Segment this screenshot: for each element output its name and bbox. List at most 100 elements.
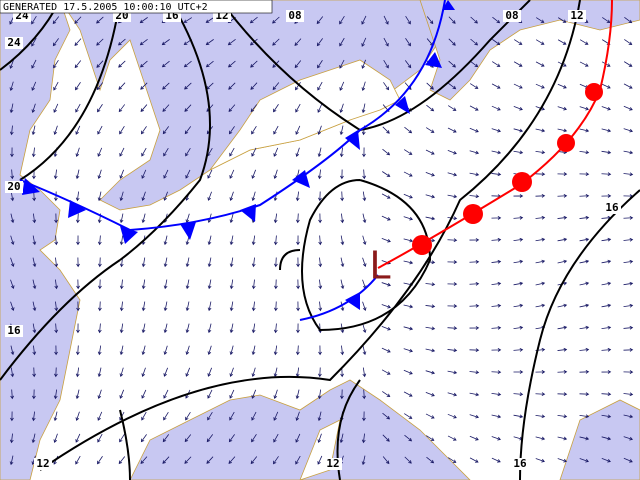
wind-arrow xyxy=(273,147,279,157)
isobar-label: 16 xyxy=(7,324,21,337)
wind-arrow xyxy=(381,325,391,331)
wind-arrow xyxy=(52,38,59,47)
wind-arrow xyxy=(249,16,258,24)
wind-arrow xyxy=(362,367,367,378)
wind-arrow xyxy=(513,237,524,242)
wind-arrow xyxy=(295,345,300,356)
wind-arrow xyxy=(491,414,502,419)
wind-arrow xyxy=(362,169,367,180)
wind-arrow xyxy=(185,345,190,356)
wind-arrow xyxy=(185,411,191,421)
wind-arrow xyxy=(10,279,15,289)
wind-arrow xyxy=(31,15,37,25)
wind-arrow xyxy=(207,301,212,312)
wind-arrow xyxy=(557,458,567,463)
wind-arrow xyxy=(404,413,413,419)
wind-arrow xyxy=(119,169,124,179)
wind-arrow xyxy=(227,60,236,68)
wind-arrow xyxy=(535,128,546,133)
wind-arrow xyxy=(425,391,435,397)
isobar xyxy=(0,259,121,381)
wind-arrow xyxy=(32,367,36,378)
wind-arrow xyxy=(10,213,15,224)
wind-arrow xyxy=(185,169,191,179)
wind-arrow xyxy=(425,326,436,331)
wind-arrow xyxy=(296,301,300,312)
wind-arrow xyxy=(273,169,278,180)
wind-arrow xyxy=(229,367,234,377)
wind-arrow xyxy=(469,326,480,330)
wind-arrow xyxy=(250,104,258,113)
wind-arrow xyxy=(447,392,458,397)
wind-arrow xyxy=(140,104,148,113)
wind-arrow xyxy=(470,60,479,68)
wind-arrow xyxy=(579,303,590,308)
wind-arrow xyxy=(207,411,213,421)
wind-arrow xyxy=(491,281,502,286)
wind-arrow xyxy=(535,281,546,286)
wind-arrow xyxy=(53,389,58,400)
wind-arrow xyxy=(579,347,590,352)
wind-arrow xyxy=(448,16,456,24)
wind-arrow xyxy=(361,103,366,114)
wind-arrow xyxy=(601,237,612,242)
wind-arrow xyxy=(76,279,80,290)
wind-arrow xyxy=(362,191,367,202)
generated-timestamp: GENERATED 17.5.2005 10:00:10 UTC+2 xyxy=(3,2,208,13)
wind-arrow xyxy=(381,215,391,221)
wind-arrow xyxy=(272,38,280,46)
wind-arrow xyxy=(229,147,235,157)
wind-arrow xyxy=(623,61,633,67)
wind-arrow xyxy=(447,370,458,375)
wind-arrow xyxy=(119,389,125,399)
wind-arrow xyxy=(491,172,502,177)
wind-arrow xyxy=(274,279,278,290)
wind-arrow xyxy=(31,59,37,69)
wind-arrow xyxy=(139,60,148,68)
wind-arrow xyxy=(601,370,612,374)
wind-arrow xyxy=(491,105,501,111)
wind-arrow xyxy=(10,345,15,356)
wind-arrow xyxy=(317,60,323,69)
wind-arrow xyxy=(361,59,366,69)
wind-arrow xyxy=(32,279,37,290)
isobar-label-box xyxy=(568,10,586,22)
wind-arrow xyxy=(491,436,501,441)
wind-arrow xyxy=(425,304,436,309)
wind-arrow xyxy=(32,235,37,246)
isobar-label-box xyxy=(5,37,23,49)
wind-arrow xyxy=(601,194,612,198)
wind-arrow xyxy=(54,213,58,224)
wind-arrow xyxy=(557,392,568,396)
wind-arrow xyxy=(163,235,168,246)
wind-arrow xyxy=(579,106,590,111)
isobar xyxy=(119,0,211,261)
wind-arrow xyxy=(119,323,124,334)
wind-arrow xyxy=(382,434,390,442)
wind-arrow xyxy=(32,389,36,400)
wind-arrow xyxy=(141,389,147,399)
wind-arrow xyxy=(53,433,58,443)
wind-arrow xyxy=(535,61,545,67)
wind-arrow xyxy=(162,104,170,112)
wind-arrow xyxy=(513,194,524,198)
wind-arrow xyxy=(75,345,80,356)
wind-arrow xyxy=(362,301,367,312)
wind-arrow xyxy=(535,458,545,463)
wind-arrow xyxy=(163,191,168,201)
wind-arrow xyxy=(557,215,568,220)
wind-arrow xyxy=(425,216,436,221)
wind-arrow xyxy=(470,16,478,24)
wind-arrow xyxy=(141,213,146,224)
wind-arrow xyxy=(54,301,59,312)
wind-arrow xyxy=(118,60,126,68)
wind-arrow xyxy=(163,257,168,268)
wind-arrow xyxy=(205,60,214,68)
wind-arrow xyxy=(469,435,479,441)
wind-arrow xyxy=(404,60,412,69)
wind-arrow xyxy=(273,235,278,246)
wind-arrow xyxy=(362,257,367,268)
wind-arrow xyxy=(54,345,58,356)
wind-arrow xyxy=(97,191,102,202)
wind-arrow xyxy=(119,125,125,135)
